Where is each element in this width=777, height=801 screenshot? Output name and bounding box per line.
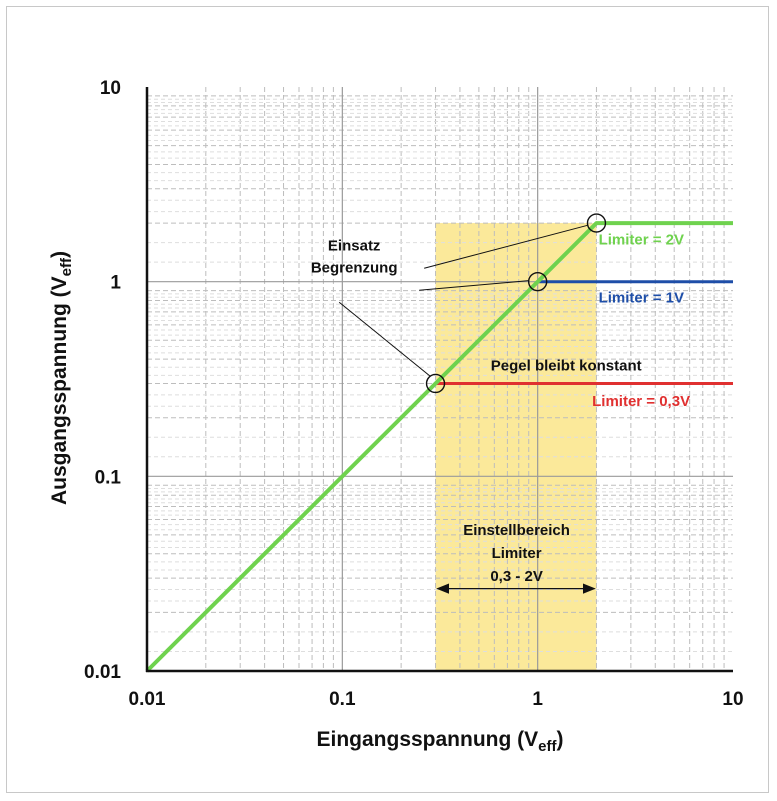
series-line-3 [145, 221, 733, 673]
leader-line-2v [424, 224, 589, 269]
einsatz-label-line: Einsatz [328, 237, 381, 254]
pegel-label: Pegel bleibt konstant [491, 357, 642, 374]
x-tick-label: 10 [722, 689, 743, 710]
adjust-range-shade [435, 223, 597, 671]
einstell-label-line: Limiter [492, 545, 542, 562]
einstell-label-line: Einstellbereich [463, 522, 570, 539]
x-tick-label: 0.1 [329, 689, 356, 710]
knee-marker-2 [527, 271, 548, 292]
y-tick-label: 0.1 [95, 467, 122, 488]
x-tick-label: 0.01 [129, 689, 166, 710]
series-label-3: Limiter = 0,3V [592, 393, 690, 410]
y-tick-label: 1 [110, 273, 121, 294]
leader-line-03v [338, 301, 431, 377]
y-tick-label: 0.01 [84, 662, 121, 683]
einsatz-label-line: Begrenzung [311, 259, 398, 276]
leader-line-1v [419, 280, 529, 291]
series-label-2: Limiter = 1V [599, 290, 684, 307]
y-axis-title: Ausgangsspannung (Veff) [48, 251, 75, 505]
x-axis-title: Eingangsspannung (Veff) [316, 728, 563, 755]
chart-frame [6, 6, 769, 793]
einstell-label-line: 0,3 - 2V [490, 568, 543, 585]
knee-marker-1 [425, 373, 446, 394]
y-tick-label: 10 [100, 78, 121, 99]
series-label-1: Limiter = 2V [599, 232, 684, 249]
x-tick-label: 1 [532, 689, 543, 710]
knee-marker-3 [586, 213, 607, 233]
